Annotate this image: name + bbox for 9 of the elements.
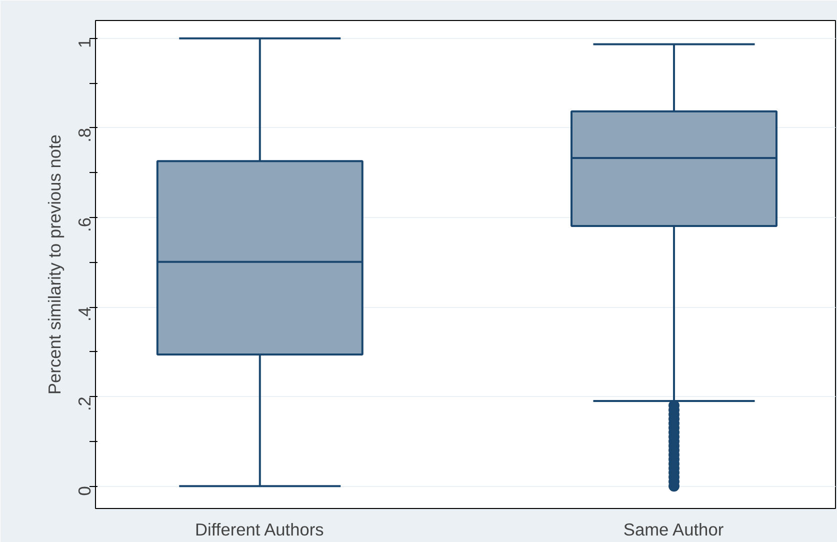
x-tick-label: Same Author xyxy=(623,520,724,540)
y-tick-label: .2 xyxy=(74,396,94,412)
y-tick-label: 0 xyxy=(74,486,94,496)
y-tick-label: .6 xyxy=(74,217,94,232)
y-axis-title: Percent similarity to previous note xyxy=(44,134,64,395)
y-tick-label: 1 xyxy=(74,38,94,48)
x-tick-label: Different Authors xyxy=(195,520,324,540)
y-tick-label: .4 xyxy=(74,306,94,322)
y-tick-label: .8 xyxy=(74,128,94,142)
